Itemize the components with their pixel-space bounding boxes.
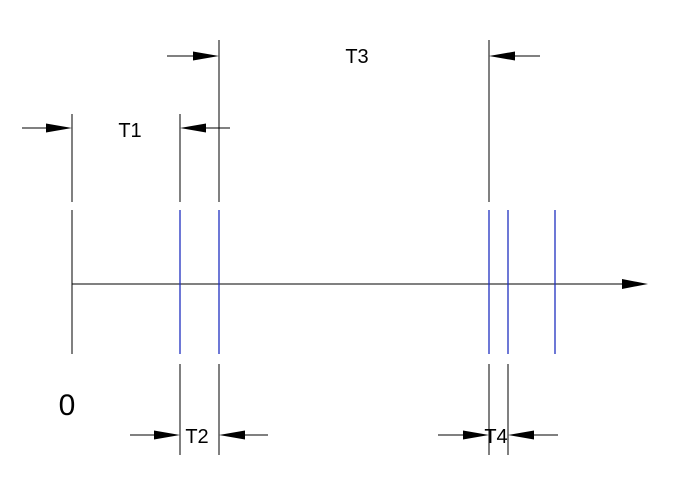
t4-left-arrow: [438, 430, 489, 440]
origin-label: 0: [59, 389, 76, 422]
t4-label: T4: [484, 426, 507, 448]
t1-right-arrow: [180, 123, 230, 133]
t3-label: T3: [345, 46, 368, 68]
t2-right-arrow: [219, 430, 268, 440]
t2-label: T2: [185, 426, 208, 448]
t1-left-arrow: [22, 123, 72, 133]
t3-left-arrow: [167, 51, 219, 61]
t1-label: T1: [118, 120, 141, 142]
t4-right-arrow: [508, 430, 558, 440]
t2-left-arrow: [130, 430, 180, 440]
time-axis-arrowhead: [622, 279, 648, 289]
t3-right-arrow: [489, 51, 540, 61]
